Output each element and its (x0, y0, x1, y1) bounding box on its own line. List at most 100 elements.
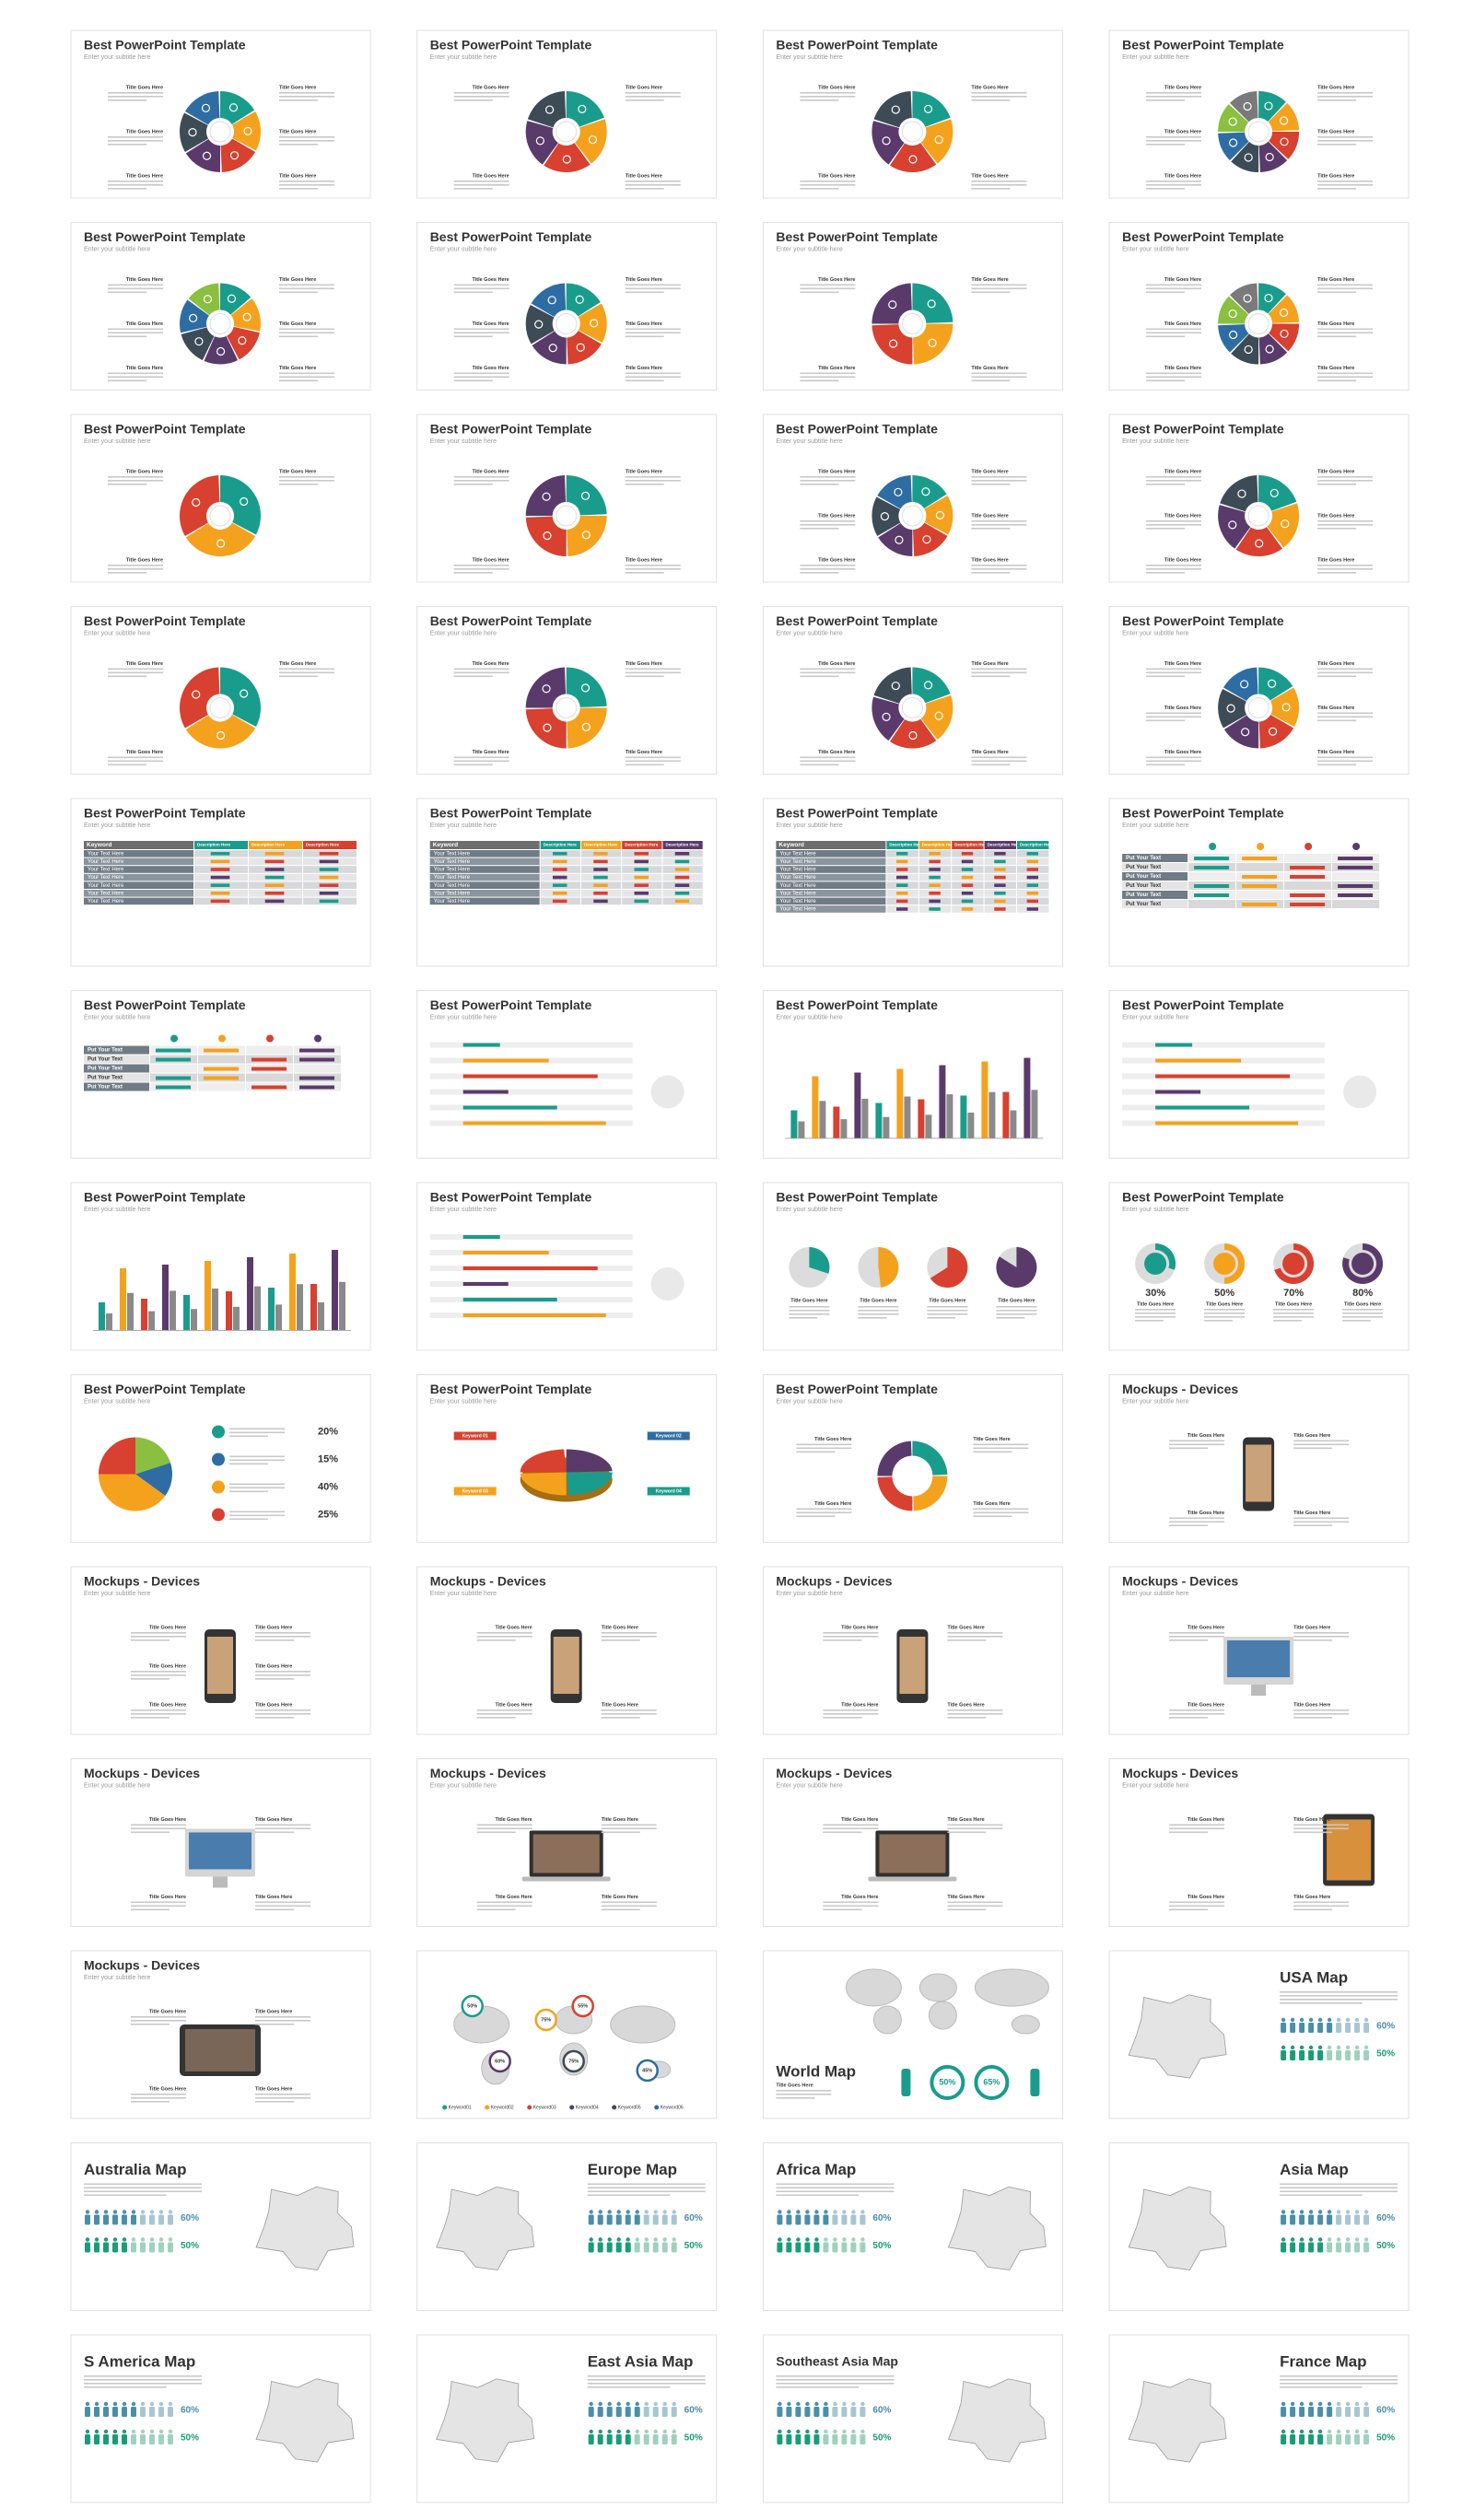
column (120, 1268, 126, 1330)
keyword-tag (647, 1431, 690, 1441)
text-line (971, 379, 1011, 382)
text-line (800, 524, 856, 526)
person-head (1299, 2429, 1304, 2434)
label: Title Goes Here (626, 469, 662, 474)
map-shape (436, 2186, 535, 2270)
cycle-hub (1247, 313, 1269, 334)
donut-segment (912, 1441, 948, 1476)
text-line (453, 188, 493, 190)
text-line (1146, 376, 1202, 379)
cell-mark (896, 892, 908, 895)
person-head (140, 2210, 146, 2214)
label: Title Goes Here (1317, 557, 1354, 563)
pct-ring (461, 1994, 484, 2018)
label: Title Goes Here (495, 1702, 532, 1708)
cycle-segment (912, 283, 953, 323)
person-body (122, 2407, 127, 2417)
table-row-label (776, 850, 886, 858)
text-line (279, 92, 334, 94)
text-line (255, 1824, 310, 1826)
text-line (255, 1709, 310, 1711)
person-body (1281, 2242, 1287, 2253)
label: Title Goes Here (1317, 366, 1354, 371)
person-body (1290, 2434, 1296, 2444)
slide-subtitle: Enter your subtitle here (776, 438, 842, 445)
slide-title: Best PowerPoint Template (776, 613, 938, 628)
label: Title Goes Here (818, 277, 855, 283)
text-line (796, 1447, 852, 1450)
text-line (1293, 1632, 1350, 1634)
bar-track (429, 1042, 633, 1048)
text-line (453, 379, 493, 382)
person-head (1281, 2401, 1286, 2407)
label: Title Goes Here (626, 366, 662, 371)
text-line (996, 1317, 1025, 1319)
label: Keyword (778, 842, 803, 848)
person-head (860, 2429, 865, 2434)
person-head (1317, 2237, 1323, 2242)
label: Your Text Here (779, 875, 816, 881)
person-body (813, 2214, 820, 2225)
text-line (1317, 140, 1374, 142)
label: Title Goes Here (1164, 321, 1201, 327)
text-line (947, 1905, 1003, 1908)
label: Title Goes Here (1293, 1511, 1330, 1516)
segment-icon (1267, 679, 1277, 688)
text-line (229, 1431, 285, 1434)
segment-icon (1243, 101, 1252, 111)
column (875, 1102, 883, 1138)
text-line (971, 284, 1027, 286)
person-head (796, 2401, 801, 2407)
legend-icon (212, 1425, 225, 1439)
person-head (94, 2210, 99, 2214)
person-body (661, 2242, 668, 2253)
continent (974, 1968, 1049, 2007)
column (960, 1095, 967, 1138)
label: Title Goes Here (472, 661, 509, 667)
person-head (778, 2210, 782, 2214)
cycle-segment (1267, 503, 1300, 548)
column (918, 1099, 925, 1138)
text-line (131, 1908, 170, 1911)
text-line (1273, 1309, 1315, 1311)
label: Keyword 04 (656, 1488, 682, 1494)
text-line (476, 1831, 516, 1834)
person-head (1281, 2237, 1286, 2242)
label: 60% (1376, 2022, 1395, 2032)
text-line (1146, 568, 1202, 570)
person-body (1299, 2050, 1305, 2060)
table-cell (1236, 863, 1284, 871)
label: Description Here (197, 843, 231, 847)
label: Title Goes Here (126, 750, 163, 755)
label: Title Goes Here (1275, 1301, 1312, 1307)
text-line (971, 524, 1027, 526)
cycle-hub (901, 697, 923, 718)
person-body (652, 2407, 659, 2417)
person-head (860, 2401, 865, 2407)
person-body (588, 2434, 594, 2444)
text-line (453, 376, 509, 379)
label: 60% (1376, 2213, 1395, 2223)
person-head (607, 2401, 612, 2407)
cell-mark (264, 852, 285, 856)
text-line (800, 284, 856, 286)
person-head (1345, 2401, 1351, 2407)
text-line (1146, 184, 1202, 186)
map-shape (1128, 2378, 1227, 2463)
text-line (1146, 712, 1202, 715)
text-line (1146, 96, 1202, 98)
cycle-hub (209, 697, 231, 718)
cell-mark (1026, 868, 1039, 871)
label: 60% (181, 2213, 199, 2223)
column (819, 1101, 826, 1138)
text-line (229, 1428, 285, 1430)
table-header (1017, 841, 1049, 849)
cell-mark (204, 1067, 239, 1071)
person-head (842, 2210, 847, 2214)
text-line (453, 96, 509, 98)
person-head (168, 2401, 173, 2407)
text-line (1293, 1447, 1333, 1450)
